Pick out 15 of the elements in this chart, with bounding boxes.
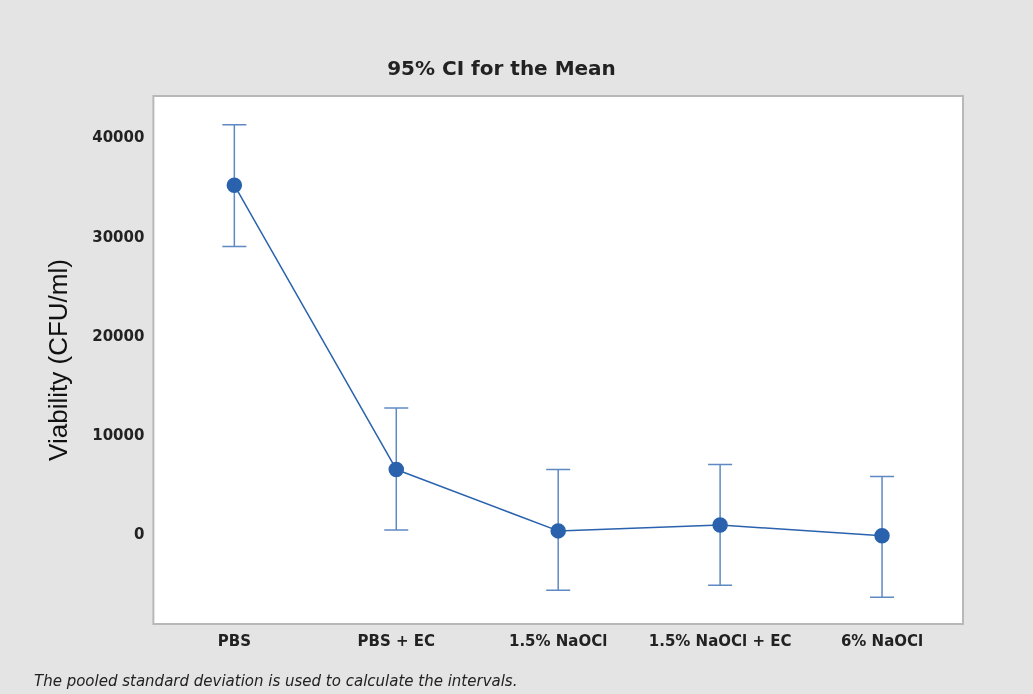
x-tick-label: 6% NaOCl xyxy=(840,631,924,650)
point xyxy=(388,461,405,478)
y-tick-label: 0 xyxy=(133,524,145,543)
y-tick-label: 10000 xyxy=(92,425,145,444)
x-tick-label: 1.5% NaOCl xyxy=(508,631,608,650)
point xyxy=(226,177,243,193)
y-axis-title: Viability (CFU/ml) xyxy=(42,259,73,461)
x-tick-label: PBS + EC xyxy=(357,631,436,650)
x-tick-label: PBS xyxy=(217,631,251,650)
chart-title: 95% CI for the Mean xyxy=(387,56,616,81)
text: The pooled standard deviation is used to calculate the intervals. xyxy=(34,672,518,691)
y-tick-label: 40000 xyxy=(92,128,145,147)
y-tick-label: 20000 xyxy=(92,326,145,345)
y-tick-label: 30000 xyxy=(92,227,145,246)
x-tick-label: 1.5% NaOCl + EC xyxy=(648,631,792,650)
